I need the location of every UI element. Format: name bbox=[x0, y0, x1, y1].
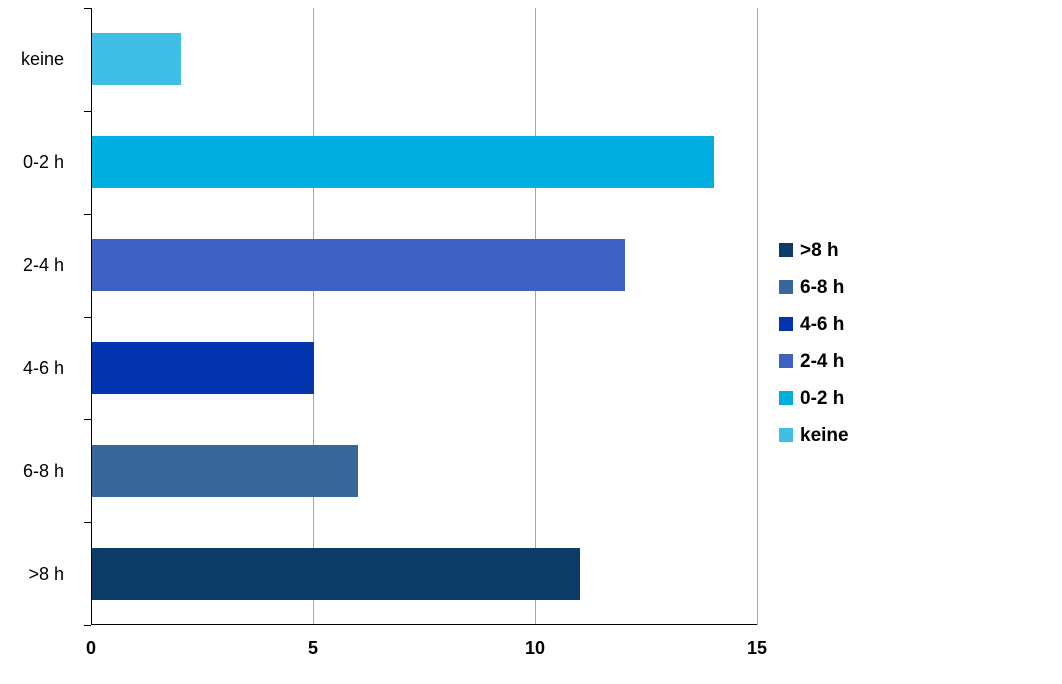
legend-label: 4-6 h bbox=[800, 313, 845, 335]
legend-swatch bbox=[779, 317, 793, 331]
bar bbox=[92, 33, 181, 86]
bar bbox=[92, 341, 314, 394]
bar bbox=[92, 547, 581, 600]
y-axis-tick bbox=[84, 625, 91, 626]
legend-swatch bbox=[779, 280, 793, 294]
legend-swatch bbox=[779, 243, 793, 257]
category-row bbox=[91, 8, 757, 111]
category-row bbox=[91, 419, 757, 522]
x-tick-label: 15 bbox=[746, 638, 768, 658]
legend-label: keine bbox=[800, 424, 849, 446]
legend-label: 2-4 h bbox=[800, 350, 845, 372]
plot-area bbox=[84, 8, 758, 626]
y-axis-tick bbox=[84, 317, 91, 318]
legend-label: >8 h bbox=[800, 239, 839, 261]
category-label: 2-4 h bbox=[22, 255, 64, 276]
x-tick-label: 5 bbox=[307, 638, 319, 658]
x-tick-label: 0 bbox=[85, 638, 97, 658]
y-axis-tick bbox=[84, 214, 91, 215]
y-axis-tick bbox=[84, 8, 91, 9]
y-axis-tick bbox=[84, 522, 91, 523]
bar bbox=[92, 444, 359, 497]
x-axis-line bbox=[91, 624, 757, 625]
legend-label: 6-8 h bbox=[800, 276, 845, 298]
legend-swatch bbox=[779, 428, 793, 442]
category-row bbox=[91, 111, 757, 214]
legend-label: 0-2 h bbox=[800, 387, 845, 409]
category-label: 6-8 h bbox=[22, 460, 64, 481]
category-row bbox=[91, 522, 757, 625]
x-tick-label: 10 bbox=[524, 638, 546, 658]
category-row bbox=[91, 214, 757, 317]
legend-item: keine bbox=[779, 423, 849, 447]
category-label: keine bbox=[20, 49, 64, 70]
legend-swatch bbox=[779, 391, 793, 405]
legend-item: >8 h bbox=[779, 238, 849, 262]
y-axis-tick bbox=[84, 419, 91, 420]
y-axis-tick bbox=[84, 111, 91, 112]
legend-item: 2-4 h bbox=[779, 349, 849, 373]
bar bbox=[92, 136, 714, 189]
category-row bbox=[91, 317, 757, 420]
gridline bbox=[757, 8, 758, 625]
category-label: 4-6 h bbox=[22, 357, 64, 378]
gridline bbox=[313, 8, 314, 625]
legend: >8 h 6-8 h 4-6 h 2-4 h 0-2 h keine bbox=[779, 238, 849, 447]
category-label: >8 h bbox=[28, 563, 64, 584]
legend-item: 6-8 h bbox=[779, 275, 849, 299]
legend-swatch bbox=[779, 354, 793, 368]
legend-item: 4-6 h bbox=[779, 312, 849, 336]
y-axis-line bbox=[91, 8, 92, 625]
gridline bbox=[535, 8, 536, 625]
legend-item: 0-2 h bbox=[779, 386, 849, 410]
bar bbox=[92, 239, 625, 292]
category-label: 0-2 h bbox=[22, 152, 64, 173]
